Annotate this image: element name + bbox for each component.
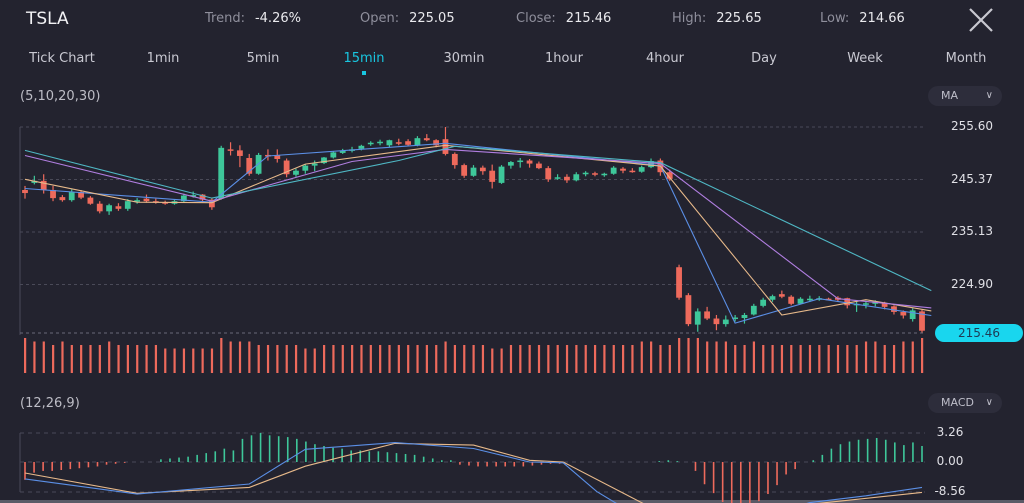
tab-30min[interactable]: 30min bbox=[443, 51, 485, 66]
active-tab-indicator bbox=[362, 71, 366, 75]
price-axis-label: 245.37 bbox=[951, 171, 993, 186]
price-axis-label: 255.60 bbox=[951, 119, 993, 133]
ma-params-label: (5,10,20,30) bbox=[20, 89, 101, 104]
trend-value: -4.26% bbox=[254, 11, 301, 26]
tab-week[interactable]: Week bbox=[847, 51, 883, 66]
low-label: Low: bbox=[820, 11, 850, 26]
macd-axis-label: 0.00 bbox=[936, 454, 964, 468]
ma5-line bbox=[24, 142, 932, 324]
tab-month[interactable]: Month bbox=[945, 51, 987, 66]
low-value: 214.66 bbox=[859, 11, 905, 26]
current-price-badge: 215.46 bbox=[935, 324, 1023, 342]
close-x-icon bbox=[969, 8, 993, 32]
ma30-line bbox=[24, 145, 932, 292]
quote-header: TSLA Trend: -4.26% Open: 225.05 Close: 215.… bbox=[0, 0, 1024, 40]
high-label: High: bbox=[672, 11, 707, 26]
close-value: 215.46 bbox=[565, 11, 612, 26]
macd-indicator-select[interactable]: MACD ∨ bbox=[928, 393, 1002, 413]
tab-15min[interactable]: 15min bbox=[343, 51, 385, 66]
candlesticks bbox=[22, 127, 925, 334]
tab-tick-chart[interactable]: Tick Chart bbox=[29, 51, 95, 66]
volume-bars bbox=[24, 338, 924, 373]
timeframe-tabs: Tick Chart 1min 5min 15min 30min 1hour 4hour Da… bbox=[0, 48, 1024, 78]
macd-histogram bbox=[24, 433, 923, 503]
symbol-label: TSLA bbox=[26, 9, 69, 29]
trend-stat: Trend: -4.26% bbox=[205, 11, 301, 26]
macd-signal-line bbox=[24, 442, 923, 503]
high-value: 225.65 bbox=[716, 11, 762, 26]
ma10-line bbox=[24, 144, 932, 316]
tab-day[interactable]: Day bbox=[751, 51, 777, 66]
close-button[interactable] bbox=[966, 5, 996, 35]
low-stat: Low: 214.66 bbox=[820, 11, 905, 26]
ma20-line bbox=[24, 148, 932, 309]
tab-4hour[interactable]: 4hour bbox=[645, 51, 685, 66]
chevron-down-icon: ∨ bbox=[985, 397, 993, 408]
macd-params-label: (12,26,9) bbox=[20, 396, 80, 411]
macd-select-value: MACD bbox=[941, 396, 974, 409]
open-value: 225.05 bbox=[409, 11, 455, 26]
macd-axis-label: 3.26 bbox=[936, 425, 964, 439]
macd-grid bbox=[19, 432, 925, 493]
tab-1min[interactable]: 1min bbox=[146, 51, 180, 66]
close-label: Close: bbox=[516, 11, 556, 26]
macd-axis-label: -8.56 bbox=[934, 484, 966, 498]
ma-select-value: MA bbox=[941, 89, 959, 102]
tab-1hour[interactable]: 1hour bbox=[544, 51, 584, 66]
ma-indicator-select[interactable]: MA ∨ bbox=[928, 86, 1002, 106]
tab-5min[interactable]: 5min bbox=[246, 51, 280, 66]
open-stat: Open: 225.05 bbox=[360, 11, 455, 26]
close-stat: Close: 215.46 bbox=[516, 11, 611, 26]
trend-label: Trend: bbox=[205, 11, 245, 26]
open-label: Open: bbox=[360, 11, 400, 26]
chevron-down-icon: ∨ bbox=[985, 90, 993, 101]
high-stat: High: 225.65 bbox=[672, 11, 762, 26]
price-axis-label: 224.90 bbox=[951, 276, 993, 291]
macd-line bbox=[24, 442, 923, 503]
price-axis-label: 235.13 bbox=[951, 224, 993, 238]
